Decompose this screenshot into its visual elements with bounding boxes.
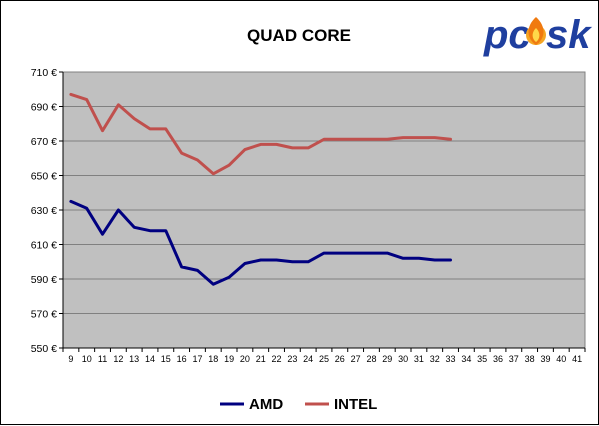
- logo-text-left: pc: [483, 13, 531, 57]
- x-tick-label: 17: [192, 354, 202, 364]
- x-tick-label: 33: [446, 354, 456, 364]
- x-tick-label: 18: [208, 354, 218, 364]
- x-tick-label: 34: [461, 354, 471, 364]
- y-tick-label: 690 €: [31, 102, 57, 114]
- x-tick-label: 11: [98, 354, 107, 364]
- x-tick-label: 13: [129, 354, 139, 364]
- x-tick-label: 25: [319, 354, 329, 364]
- x-tick-label: 38: [525, 354, 535, 364]
- x-tick-label: 39: [540, 354, 550, 364]
- flame-icon: [526, 17, 546, 45]
- x-tick-label: 30: [398, 354, 408, 364]
- x-tick-label: 10: [82, 354, 92, 364]
- legend: AMD INTEL: [220, 396, 377, 413]
- x-tick-label: 19: [224, 354, 234, 364]
- y-tick-label: 630 €: [31, 205, 57, 217]
- x-tick-label: 14: [145, 354, 155, 364]
- x-tick-label: 26: [335, 354, 345, 364]
- x-tick-label: 29: [382, 354, 392, 364]
- y-tick-label: 710 €: [31, 67, 57, 79]
- pcask-logo: pc sk: [483, 13, 592, 57]
- x-tick-label: 16: [177, 354, 187, 364]
- series-line-amd: [69, 199, 452, 286]
- x-tick-label: 36: [493, 354, 503, 364]
- grid-lines: [63, 71, 585, 314]
- x-tick-label: 37: [509, 354, 519, 364]
- x-tick-label: 27: [351, 354, 361, 364]
- x-tick-label: 23: [287, 354, 297, 364]
- x-tick-label: 22: [272, 354, 282, 364]
- x-tick-label: 20: [240, 354, 250, 364]
- x-tick-label: 31: [414, 354, 424, 364]
- x-tick-label: 40: [556, 354, 566, 364]
- chart-title: QUAD CORE: [247, 26, 351, 45]
- x-tick-label: 28: [366, 354, 376, 364]
- x-tick-label: 24: [303, 354, 313, 364]
- legend-label-amd: AMD: [249, 396, 283, 413]
- y-tick-label: 570 €: [31, 309, 57, 321]
- y-tick-label: 590 €: [31, 274, 57, 286]
- x-tick-label: 21: [256, 354, 266, 364]
- series-layer: [69, 92, 452, 286]
- x-tick-label: 32: [430, 354, 440, 364]
- x-axis: 9 10 11 12 13 14 15 16 17 18 19 20 21 22 23 24 25 26 27 28 2…: [62, 347, 586, 364]
- x-tick-label: 9: [68, 354, 73, 364]
- y-tick-label: 610 €: [31, 240, 57, 252]
- x-tick-label: 41: [572, 354, 582, 364]
- legend-label-intel: INTEL: [334, 396, 377, 413]
- y-tick-label: 650 €: [31, 171, 57, 183]
- y-tick-label: 550 €: [31, 343, 57, 355]
- x-tick-label: 15: [161, 354, 171, 364]
- x-tick-label: 12: [113, 354, 123, 364]
- x-tick-label: 35: [477, 354, 487, 364]
- series-line-intel: [69, 92, 452, 176]
- y-tick-label: 670 €: [31, 136, 57, 148]
- y-axis: 550 € 570 € 590 € 610 € 630 € 650 € 670 € 690 €…: [31, 67, 64, 355]
- logo-text-right: sk: [546, 13, 592, 57]
